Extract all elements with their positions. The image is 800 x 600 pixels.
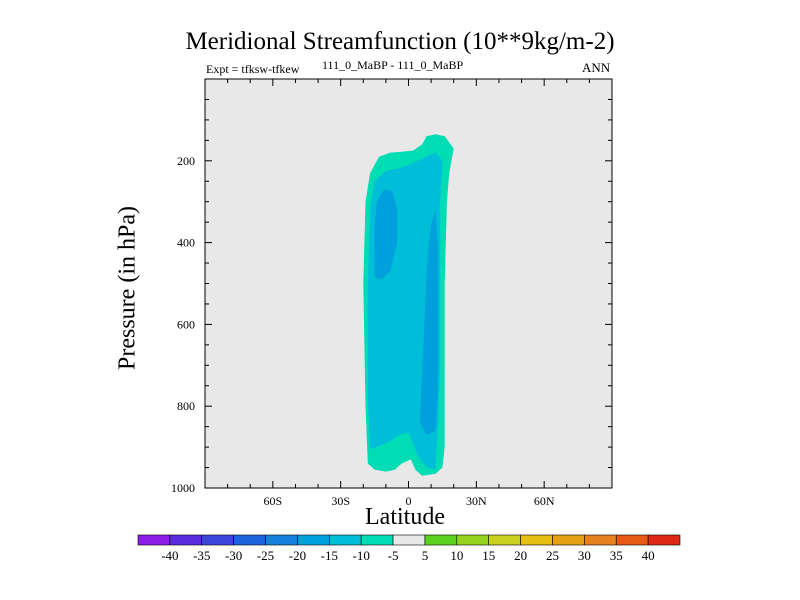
colorbar-label: -30 <box>225 548 242 563</box>
x-tick-label: 60N <box>534 494 555 508</box>
colorbar-label: -25 <box>257 548 274 563</box>
colorbar-swatch <box>360 534 394 546</box>
colorbar-swatch <box>297 534 330 546</box>
contour-layer <box>363 134 454 476</box>
colorbar-label: -5 <box>388 548 399 563</box>
colorbar-label: -20 <box>289 548 306 563</box>
colorbar-swatch <box>615 534 649 546</box>
colorbar-swatch <box>456 534 490 546</box>
colorbar-swatch <box>520 534 553 546</box>
colorbar-label: -40 <box>161 548 178 563</box>
contour-region-2 <box>374 189 398 280</box>
colorbar-swatch <box>201 534 234 546</box>
colorbar-label: -35 <box>193 548 210 563</box>
subtitle-experiment: Expt = tfksw-tfkew <box>206 62 300 76</box>
colorbar-label: 25 <box>546 548 559 563</box>
x-tick-label: 60S <box>263 494 282 508</box>
colorbar-swatch <box>392 534 426 546</box>
y-tick-label: 200 <box>177 154 195 168</box>
colorbar-label: 15 <box>482 548 495 563</box>
x-axis-label: Latitude <box>365 504 445 530</box>
y-tick-label: 400 <box>177 236 195 250</box>
colorbar-swatch <box>488 534 521 546</box>
x-tick-label: 30N <box>466 494 487 508</box>
colorbar-swatch <box>552 534 585 546</box>
x-tick-label: 0 <box>406 494 412 508</box>
colorbar-swatch <box>328 534 362 546</box>
chart-title: Meridional Streamfunction (10**9kg/m-2) <box>185 28 615 55</box>
colorbar-swatch <box>647 534 681 546</box>
x-tick-label: 30S <box>331 494 350 508</box>
subtitle-season: ANN <box>582 60 611 75</box>
colorbar-swatch <box>424 534 458 546</box>
y-tick-label: 1000 <box>171 481 195 495</box>
colorbar-swatch <box>137 534 171 546</box>
colorbar-swatch <box>265 534 298 546</box>
colorbar-swatch <box>169 534 203 546</box>
colorbar-label: 10 <box>450 548 463 563</box>
y-tick-label: 800 <box>177 399 195 413</box>
colorbar-label: 30 <box>578 548 591 563</box>
colorbar-label: -10 <box>353 548 370 563</box>
contour-region-4 <box>415 181 425 202</box>
colorbar-label: -15 <box>321 548 338 563</box>
colorbar-label: 40 <box>642 548 655 563</box>
colorbar-swatch <box>233 534 266 546</box>
colorbar-swatch <box>584 534 617 546</box>
colorbar-label: 35 <box>610 548 623 563</box>
colorbar: -40 -35 -30 -25 -20 -15 -10 -5 5 10 15 20 25 30 35 40 <box>137 534 681 563</box>
axes-layer: 60S 30S 0 30N 60N 200 400 600 800 1000 <box>171 79 612 508</box>
subtitle-period: 111_0_MaBP - 111_0_MaBP <box>322 58 464 72</box>
colorbar-label: 20 <box>514 548 527 563</box>
y-tick-label: 600 <box>177 317 195 331</box>
contour-region-3 <box>419 209 438 435</box>
colorbar-label: 5 <box>422 548 429 563</box>
